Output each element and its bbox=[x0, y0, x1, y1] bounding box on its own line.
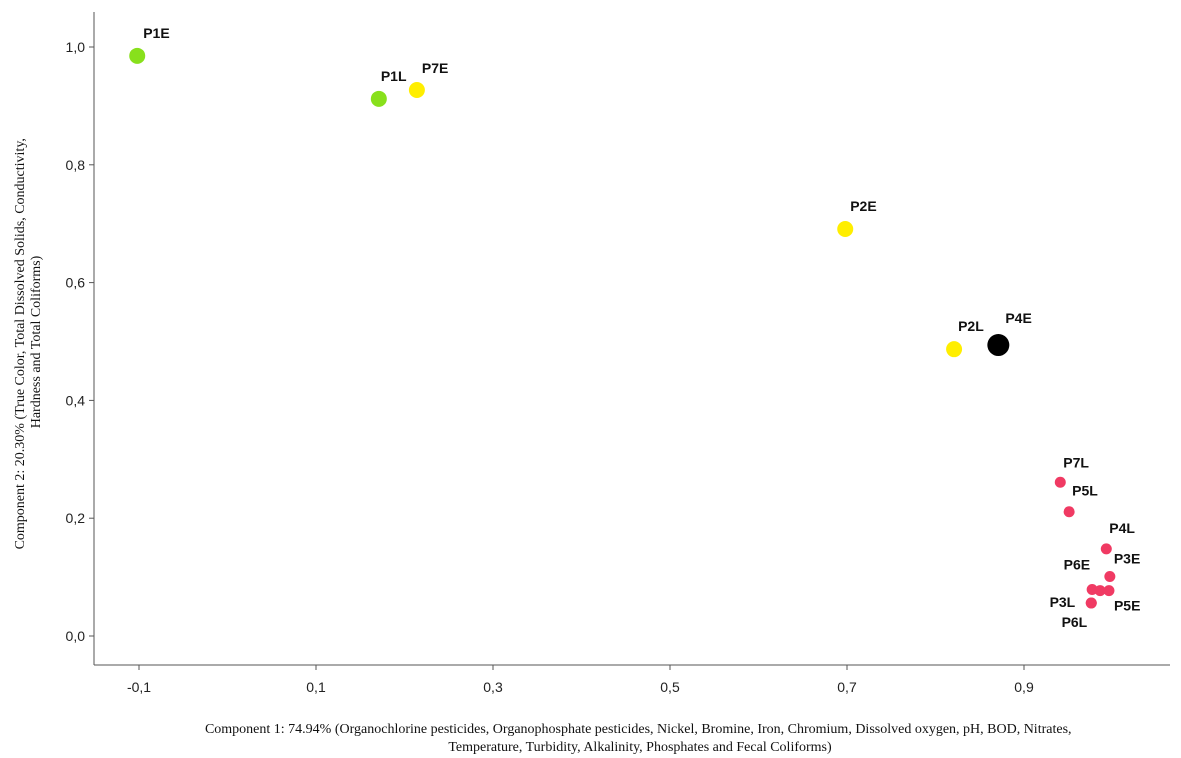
data-point-p1e bbox=[129, 47, 146, 64]
data-point-labels: P1E P1L P7E P2E P2L P4E P7L P5L P4L P3E P6E P5E P3L P… bbox=[143, 25, 1140, 630]
point-label-p7l: P7L bbox=[1063, 454, 1089, 470]
y-axis-title-line-2: Hardness and Total Coliforms) bbox=[29, 255, 44, 428]
data-point-p6l bbox=[1085, 597, 1097, 609]
data-point-p1l bbox=[370, 90, 387, 107]
data-point-p2l bbox=[946, 341, 963, 358]
point-label-p2e: P2E bbox=[850, 198, 876, 214]
data-point-p3e bbox=[1104, 571, 1116, 583]
point-label-p1e: P1E bbox=[143, 25, 169, 41]
point-label-p5l: P5L bbox=[1072, 483, 1098, 499]
x-tick-label: 0,3 bbox=[483, 679, 503, 695]
y-tick-label: 0,6 bbox=[66, 275, 86, 291]
data-point-p4e bbox=[987, 334, 1010, 357]
x-axis-ticks: -0,1 0,1 0,3 0,5 0,7 0,9 bbox=[127, 665, 1034, 695]
x-axis-title-line-1: Component 1: 74.94% (Organochlorine pest… bbox=[205, 722, 1072, 737]
point-label-p6l: P6L bbox=[1062, 614, 1088, 630]
x-tick-label: 0,9 bbox=[1014, 679, 1034, 695]
point-label-p4l: P4L bbox=[1109, 520, 1135, 536]
y-axis-title: Component 2: 20.30% (True Color, Total D… bbox=[13, 135, 44, 550]
data-point-p7l bbox=[1054, 476, 1066, 488]
data-point bbox=[1094, 585, 1106, 597]
point-label-p6e: P6E bbox=[1064, 556, 1090, 572]
point-label-p3l: P3L bbox=[1050, 594, 1076, 610]
point-label-p4e: P4E bbox=[1005, 310, 1031, 326]
y-axis-ticks: 0,0 0,2 0,4 0,6 0,8 1,0 bbox=[66, 39, 94, 644]
x-axis-title: Component 1: 74.94% (Organochlorine pest… bbox=[205, 722, 1075, 755]
point-label-p2l: P2L bbox=[958, 318, 984, 334]
data-point-p5e bbox=[1103, 585, 1115, 597]
point-label-p5e: P5E bbox=[1114, 598, 1140, 614]
y-tick-label: 1,0 bbox=[66, 39, 86, 55]
data-point-p4l bbox=[1100, 543, 1112, 555]
y-tick-label: 0,8 bbox=[66, 157, 86, 173]
x-axis-title-line-2: Temperature, Turbidity, Alkalinity, Phos… bbox=[448, 740, 832, 755]
point-label-p3e: P3E bbox=[1114, 551, 1140, 567]
data-point-p2e bbox=[837, 221, 854, 238]
data-point-p7e bbox=[408, 81, 425, 98]
data-points bbox=[129, 47, 1116, 609]
y-tick-label: 0,2 bbox=[66, 510, 86, 526]
y-tick-label: 0,4 bbox=[66, 392, 86, 408]
x-tick-label: -0,1 bbox=[127, 679, 151, 695]
point-label-p1l: P1L bbox=[381, 68, 407, 84]
y-tick-label: 0,0 bbox=[66, 628, 86, 644]
x-tick-label: 0,1 bbox=[306, 679, 326, 695]
x-tick-label: 0,5 bbox=[660, 679, 680, 695]
point-label-p7e: P7E bbox=[422, 60, 448, 76]
data-point-p5l bbox=[1063, 506, 1075, 518]
x-tick-label: 0,7 bbox=[837, 679, 857, 695]
y-axis-title-line-1: Component 2: 20.30% (True Color, Total D… bbox=[13, 138, 28, 549]
